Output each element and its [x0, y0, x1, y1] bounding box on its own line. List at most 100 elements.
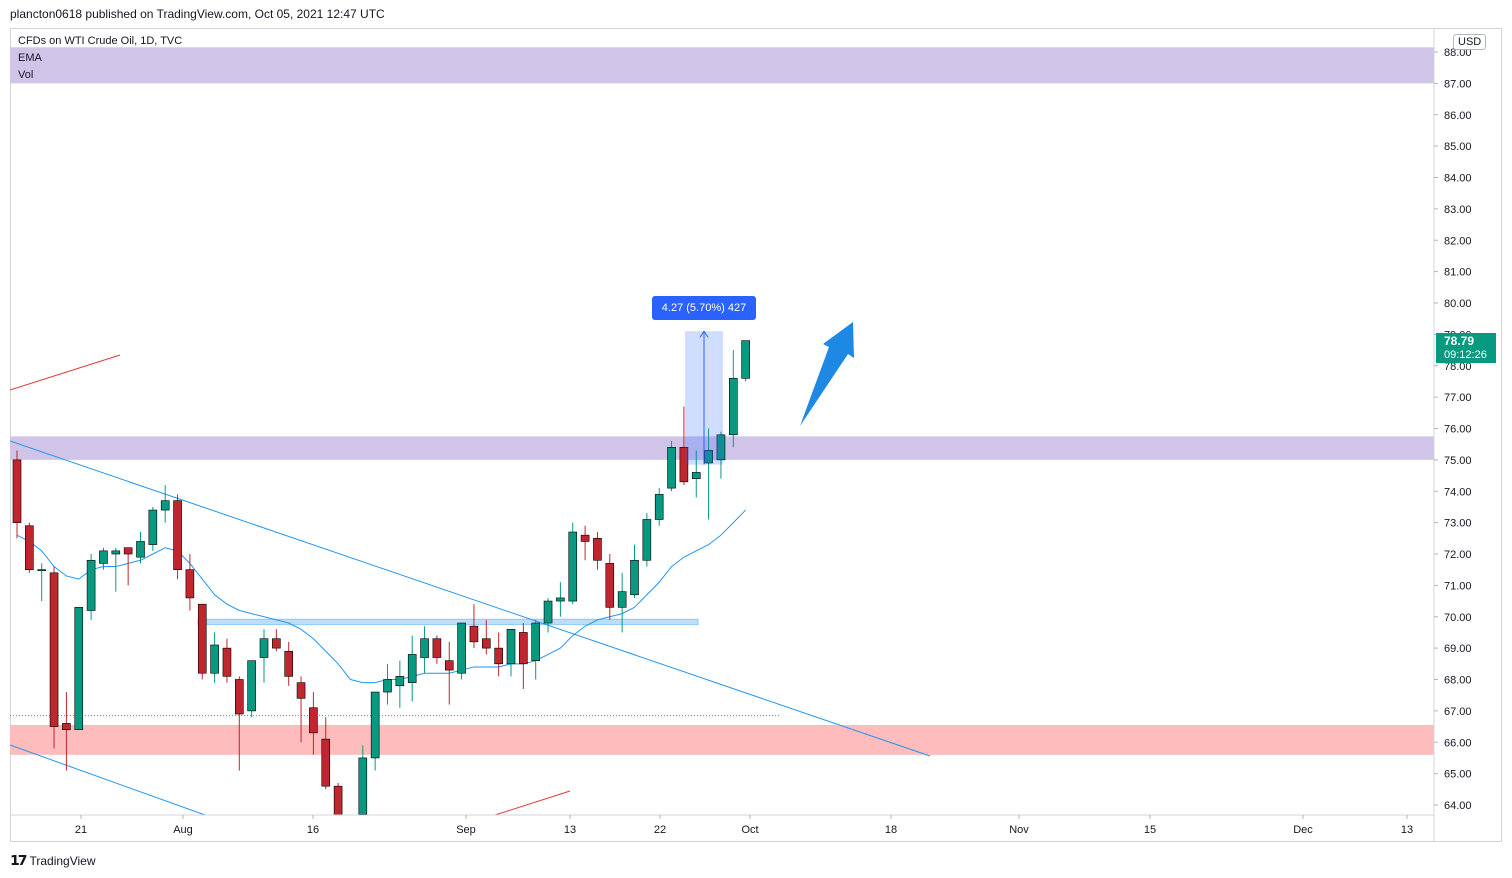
last-price-value: 78.79 [1444, 334, 1475, 348]
candle-body [148, 509, 158, 545]
blue-arrow [800, 322, 854, 426]
candle-body [37, 569, 47, 571]
candle-2021-09-15 [568, 522, 578, 605]
arrow-layer [800, 322, 854, 426]
publish-header: plancton0618 published on TradingView.co… [10, 7, 385, 21]
candle-body [383, 679, 392, 693]
price-tick-label: 71.00 [1444, 580, 1472, 592]
candle-2021-09-24 [654, 488, 664, 526]
price-tick-label: 74.00 [1444, 486, 1472, 498]
price-tick-label: 80.00 [1444, 298, 1472, 310]
tradingview-brand: TradingView [29, 853, 96, 868]
price-tick-label: 87.00 [1444, 78, 1472, 90]
candle-2021-10-05 [741, 340, 750, 382]
candle-body [272, 638, 281, 649]
candle-2021-09-20 [605, 554, 615, 620]
candle-2021-09-14 [556, 582, 565, 617]
candle-body [111, 550, 121, 555]
time-tick-label: Oct [741, 824, 758, 836]
candle-body [580, 534, 590, 542]
candle-2021-10-04 [728, 350, 738, 448]
candle-body [185, 569, 195, 599]
legend-vol[interactable]: Vol [18, 69, 34, 81]
candle-2021-08-18 [321, 717, 331, 790]
legend-symbol[interactable]: CFDs on WTI Crude Oil, 1D, TVC [18, 35, 183, 47]
legend-ema[interactable]: EMA [18, 52, 42, 64]
candle-body [197, 603, 207, 674]
price-tick-label: 67.00 [1444, 706, 1472, 718]
candle-body [741, 340, 750, 379]
tradingview-logo-icon: 𝟭𝟳 [10, 852, 28, 868]
candle-2021-07-23 [99, 547, 108, 570]
candle-body [691, 472, 701, 479]
candle-2021-09-27 [667, 441, 676, 492]
price-tick-label: 66.00 [1444, 737, 1472, 749]
price-tick-label: 70.00 [1444, 612, 1472, 624]
currency-button[interactable]: USD [1453, 34, 1487, 50]
candle-2021-07-15 [25, 522, 34, 573]
candle-body [704, 450, 713, 464]
candle-2021-09-17 [593, 532, 602, 570]
price-tick-label: 68.00 [1444, 675, 1472, 687]
candle-body [160, 500, 170, 511]
candle-2021-07-21 [74, 607, 84, 731]
candle-body [568, 531, 578, 602]
candle-body [531, 622, 541, 661]
resistance-zone-0 [10, 47, 1434, 84]
red-line-top [10, 354, 121, 391]
price-tick-label: 73.00 [1444, 518, 1472, 530]
candle-body [481, 638, 491, 649]
price-tick-label: 81.00 [1444, 267, 1472, 279]
candle-2021-07-27 [123, 547, 133, 586]
lower-channel-line [10, 744, 206, 815]
time-tick-label: 16 [307, 824, 319, 836]
candle-body [222, 647, 232, 677]
candle-2021-08-10 [247, 660, 256, 718]
price-tick-label: 69.00 [1444, 643, 1472, 655]
candle-body [235, 679, 244, 715]
measure-arrow-head [699, 330, 709, 338]
candle-body [593, 538, 602, 561]
candle-2021-08-11 [259, 629, 269, 683]
ema-line [16, 509, 747, 684]
chart-frame[interactable] [10, 28, 1502, 842]
price-tick-label: 64.00 [1444, 800, 1472, 812]
candle-body [86, 559, 96, 611]
candle-2021-08-16 [296, 676, 306, 743]
time-tick-label: 18 [885, 824, 897, 836]
candle-body [457, 622, 466, 674]
candle-body [543, 600, 553, 624]
candle-body [321, 738, 331, 787]
candles-layer [12, 340, 750, 815]
price-tick-label: 82.00 [1444, 235, 1472, 247]
price-tick-label: 76.00 [1444, 424, 1472, 436]
candle-body [99, 550, 108, 564]
candle-body [728, 377, 738, 436]
candle-body [136, 541, 145, 558]
candle-2021-08-25 [383, 663, 392, 705]
candle-body [49, 572, 59, 727]
candle-2021-09-28 [679, 406, 689, 485]
candle-body [667, 447, 676, 489]
candle-2021-09-22 [630, 544, 639, 598]
red-line-bottom [494, 790, 571, 815]
candle-2021-09-08 [506, 628, 516, 677]
candle-2021-09-03 [469, 604, 479, 649]
tradingview-footer[interactable]: 𝟭𝟳 TradingView [10, 852, 96, 869]
candle-2021-07-14 [12, 450, 22, 539]
price-tick-label: 72.00 [1444, 549, 1472, 561]
candle-body [469, 625, 479, 643]
candle-2021-09-21 [617, 572, 627, 633]
candle-body [309, 707, 318, 734]
candle-2021-08-02 [173, 494, 182, 580]
time-tick-label: Aug [173, 824, 193, 836]
candle-body [333, 785, 343, 815]
candle-2021-07-19 [49, 566, 59, 749]
candle-body [630, 559, 639, 596]
candle-2021-09-30 [704, 428, 713, 520]
candle-body [12, 459, 22, 523]
candle-2021-08-23 [358, 745, 368, 815]
time-tick-label: Sep [456, 824, 476, 836]
candle-body [407, 654, 417, 683]
